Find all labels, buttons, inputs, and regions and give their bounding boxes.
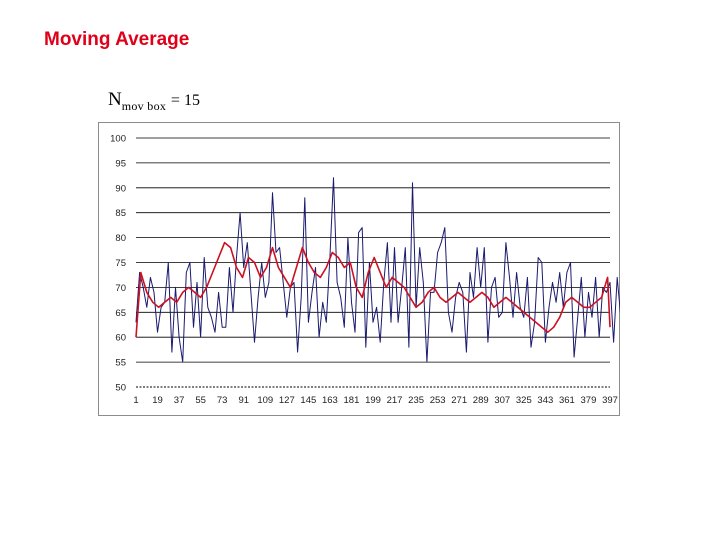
- x-tick-label: 19: [152, 395, 163, 406]
- formula-symbol: N: [108, 89, 122, 110]
- x-tick-label: 271: [451, 395, 467, 406]
- y-tick-label: 55: [115, 358, 126, 369]
- moving-average-chart: 50 55 60 65 70 75 80 85 90 95 100 1 19 37 55 73 91 109 12…: [110, 134, 620, 406]
- y-tick-label: 60: [115, 333, 126, 344]
- x-tick-label: 325: [516, 395, 532, 406]
- y-tick-label: 75: [115, 258, 126, 269]
- chart-frame: [98, 122, 620, 416]
- x-tick-label: 181: [344, 395, 360, 406]
- x-tick-label: 145: [300, 395, 316, 406]
- y-tick-label: 100: [110, 134, 126, 145]
- x-tick-label: 73: [217, 395, 228, 406]
- y-tick-label: 95: [115, 158, 126, 169]
- y-axis-tick-labels: 50 55 60 65 70 75 80 85 90 95 100: [110, 134, 126, 394]
- y-tick-label: 50: [115, 383, 126, 394]
- formula-subscript: mov box: [121, 99, 167, 113]
- x-tick-label: 379: [581, 395, 597, 406]
- formula-value: = 15: [170, 92, 200, 109]
- x-tick-label: 217: [387, 395, 403, 406]
- x-tick-label: 361: [559, 395, 575, 406]
- x-tick-label: 235: [408, 395, 424, 406]
- x-tick-label: 307: [494, 395, 510, 406]
- x-tick-label: 91: [238, 395, 249, 406]
- window-size-formula: Nmov box = 15: [108, 89, 200, 113]
- x-tick-label: 199: [365, 395, 381, 406]
- y-tick-label: 80: [115, 233, 126, 244]
- slide-title: Moving Average: [44, 29, 190, 50]
- y-tick-label: 90: [115, 183, 126, 194]
- x-tick-label: 343: [537, 395, 553, 406]
- x-tick-label: 1: [133, 395, 138, 406]
- x-axis-tick-labels: 1 19 37 55 73 91 109 127 145 163 181 199 217 235 253 27…: [133, 395, 618, 406]
- x-tick-label: 289: [473, 395, 489, 406]
- y-tick-label: 85: [115, 208, 126, 219]
- x-tick-label: 55: [195, 395, 206, 406]
- series-line-moving-average: [135, 241, 611, 338]
- y-tick-label: 65: [115, 308, 126, 319]
- x-tick-label: 253: [430, 395, 446, 406]
- x-tick-label: 163: [322, 395, 338, 406]
- x-tick-label: 127: [279, 395, 295, 406]
- y-tick-label: 70: [115, 283, 126, 294]
- x-tick-label: 37: [174, 395, 185, 406]
- gridlines: [136, 137, 610, 388]
- x-tick-label: 397: [602, 395, 618, 406]
- x-tick-label: 109: [257, 395, 273, 406]
- series-line-raw: [135, 177, 620, 363]
